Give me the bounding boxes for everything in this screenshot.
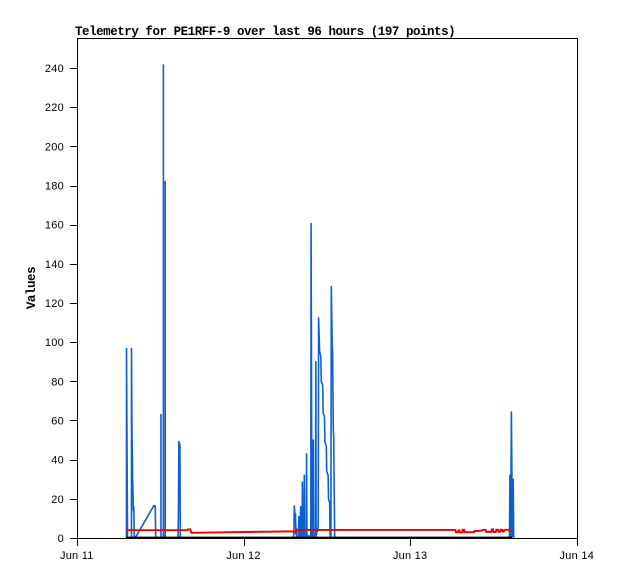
svg-text:200: 200 — [45, 141, 64, 153]
svg-text:Values: Values — [25, 267, 39, 309]
svg-text:240: 240 — [45, 63, 64, 75]
svg-text:120: 120 — [45, 298, 64, 310]
svg-text:140: 140 — [45, 259, 64, 271]
svg-text:80: 80 — [51, 376, 64, 388]
svg-text:180: 180 — [45, 181, 64, 193]
svg-text:100: 100 — [45, 337, 64, 349]
svg-text:Jun 11: Jun 11 — [60, 550, 94, 562]
svg-text:Jun 14: Jun 14 — [560, 550, 595, 562]
svg-text:Jun 13: Jun 13 — [393, 550, 428, 562]
svg-text:60: 60 — [51, 416, 64, 428]
svg-text:Telemetry for PE1RFF-9 over la: Telemetry for PE1RFF-9 over last 96 hour… — [75, 25, 455, 39]
svg-text:40: 40 — [51, 455, 64, 467]
svg-text:160: 160 — [45, 220, 64, 232]
svg-text:220: 220 — [45, 102, 64, 114]
svg-text:0: 0 — [58, 533, 64, 545]
svg-text:20: 20 — [51, 494, 64, 506]
svg-text:Jun 12: Jun 12 — [226, 550, 261, 562]
